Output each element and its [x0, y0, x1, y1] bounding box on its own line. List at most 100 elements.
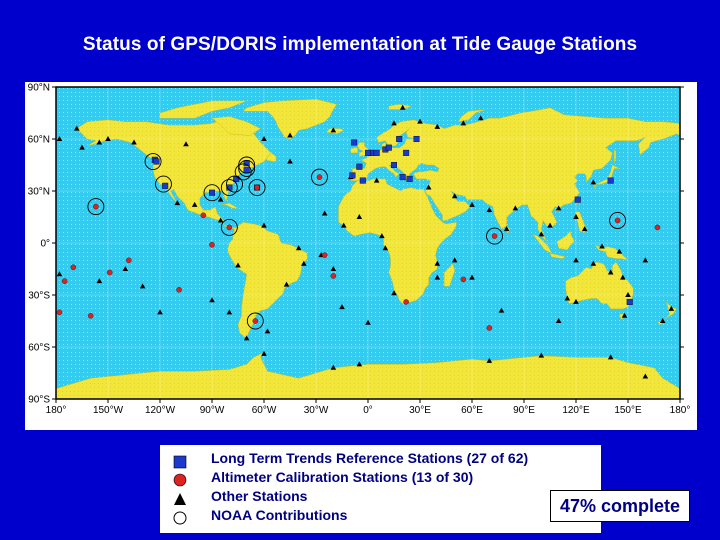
- reference-station-marker: [403, 149, 410, 156]
- other-station-marker: [538, 231, 545, 237]
- lon-tick-label: 30°W: [304, 405, 329, 416]
- other-station-marker: [573, 214, 579, 219]
- reference-station-marker: [359, 177, 366, 184]
- noaa-contribution-ring: [246, 312, 264, 330]
- other-station-marker: [96, 139, 103, 145]
- altimeter-station-marker: [70, 264, 77, 271]
- other-station-marker: [498, 307, 505, 313]
- other-station-marker: [373, 177, 380, 183]
- legend-label-reference: Long Term Trends Reference Stations (27 …: [211, 450, 529, 466]
- other-station-marker: [295, 245, 302, 251]
- altimeter-station-marker: [321, 252, 328, 258]
- lon-tick-label: 180°: [46, 405, 67, 416]
- other-station-marker: [668, 305, 675, 311]
- page-title: Status of GPS/DORIS implementation at Ti…: [82, 34, 638, 55]
- altimeter-station-marker: [209, 241, 215, 248]
- land-borneo: [556, 230, 575, 251]
- noaa-contribution-ring: [203, 184, 221, 202]
- other-station-marker: [183, 141, 189, 147]
- other-station-marker: [191, 201, 198, 207]
- reference-station-marker: [399, 174, 406, 181]
- legend-square-icon: [173, 455, 187, 469]
- altimeter-station-marker: [254, 184, 260, 191]
- other-station-marker: [434, 260, 441, 266]
- altimeter-station-marker: [460, 276, 467, 283]
- reference-station-marker: [356, 163, 363, 170]
- other-station-marker: [564, 295, 571, 301]
- other-station-marker: [512, 205, 519, 211]
- reference-station-marker: [373, 149, 380, 156]
- reference-station-marker: [396, 136, 403, 143]
- other-station-marker: [217, 217, 224, 223]
- altimeter-station-marker: [200, 212, 207, 219]
- legend-red-circle-icon: [173, 473, 187, 487]
- other-station-marker: [174, 200, 181, 206]
- reference-station-marker: [349, 172, 356, 179]
- reference-station-marker: [162, 182, 169, 189]
- land-australia: [565, 261, 634, 310]
- other-station-marker: [573, 298, 579, 304]
- noaa-contribution-ring: [87, 198, 105, 216]
- noaa-contribution-ring: [155, 175, 172, 193]
- lat-tick-label: 90°N: [28, 83, 50, 94]
- other-station-marker: [139, 283, 146, 289]
- other-station-marker: [434, 123, 441, 129]
- noaa-contribution-ring: [609, 212, 627, 229]
- other-station-marker: [486, 207, 493, 213]
- lon-tick-label: 60°E: [461, 405, 483, 416]
- lon-tick-label: 30°E: [409, 405, 431, 416]
- lat-tick-label: 60°S: [28, 343, 50, 354]
- altimeter-station-marker: [491, 233, 498, 239]
- land-cuba: [220, 202, 239, 209]
- other-station-marker: [356, 214, 363, 219]
- other-station-marker: [581, 226, 588, 232]
- other-station-marker: [621, 312, 628, 318]
- noaa-contribution-ring: [248, 179, 266, 196]
- reference-station-marker: [626, 298, 633, 305]
- land-arctic-islands: [159, 100, 247, 119]
- land-japan: [593, 164, 620, 190]
- reference-station-marker: [365, 149, 372, 156]
- altimeter-station-marker: [106, 269, 113, 276]
- other-station-marker: [287, 132, 293, 138]
- noaa-contribution-ring: [220, 179, 238, 196]
- other-station-marker: [287, 158, 293, 164]
- other-station-marker: [382, 245, 389, 251]
- stations: [56, 104, 675, 379]
- other-station-marker: [157, 309, 163, 315]
- altimeter-station-marker: [93, 203, 99, 210]
- noaa-contribution-ring: [238, 156, 256, 174]
- altimeter-station-marker: [403, 299, 409, 305]
- reference-station-marker: [208, 189, 215, 196]
- other-station-marker: [599, 243, 605, 249]
- reference-station-marker: [413, 136, 420, 143]
- other-station-marker: [74, 125, 80, 131]
- other-station-marker: [209, 297, 215, 303]
- altimeter-station-marker: [614, 217, 621, 224]
- reference-station-marker: [351, 139, 358, 146]
- other-station-marker: [469, 274, 475, 280]
- reference-station-marker: [574, 196, 581, 203]
- other-station-marker: [96, 278, 103, 284]
- other-station-marker: [339, 304, 345, 310]
- other-station-marker: [616, 248, 623, 254]
- other-station-marker: [261, 350, 267, 356]
- land-madagascar: [444, 263, 455, 287]
- altimeter-station-marker: [61, 278, 68, 284]
- land-greenland: [242, 98, 338, 140]
- other-station-marker: [131, 139, 137, 145]
- lon-tick-label: 0°: [363, 405, 373, 416]
- other-station-marker: [391, 120, 397, 126]
- land-ireland: [350, 147, 358, 154]
- altimeter-station-marker: [252, 318, 259, 324]
- altimeter-station-marker: [330, 273, 337, 279]
- other-station-marker: [625, 292, 631, 297]
- reference-station-marker: [406, 175, 413, 182]
- other-station-marker: [399, 104, 406, 110]
- altimeter-station-marker: [226, 224, 233, 231]
- other-station-marker: [321, 210, 328, 216]
- lon-tick-label: 90°W: [200, 405, 225, 416]
- reference-station-marker: [153, 158, 160, 165]
- other-station-marker: [503, 226, 510, 232]
